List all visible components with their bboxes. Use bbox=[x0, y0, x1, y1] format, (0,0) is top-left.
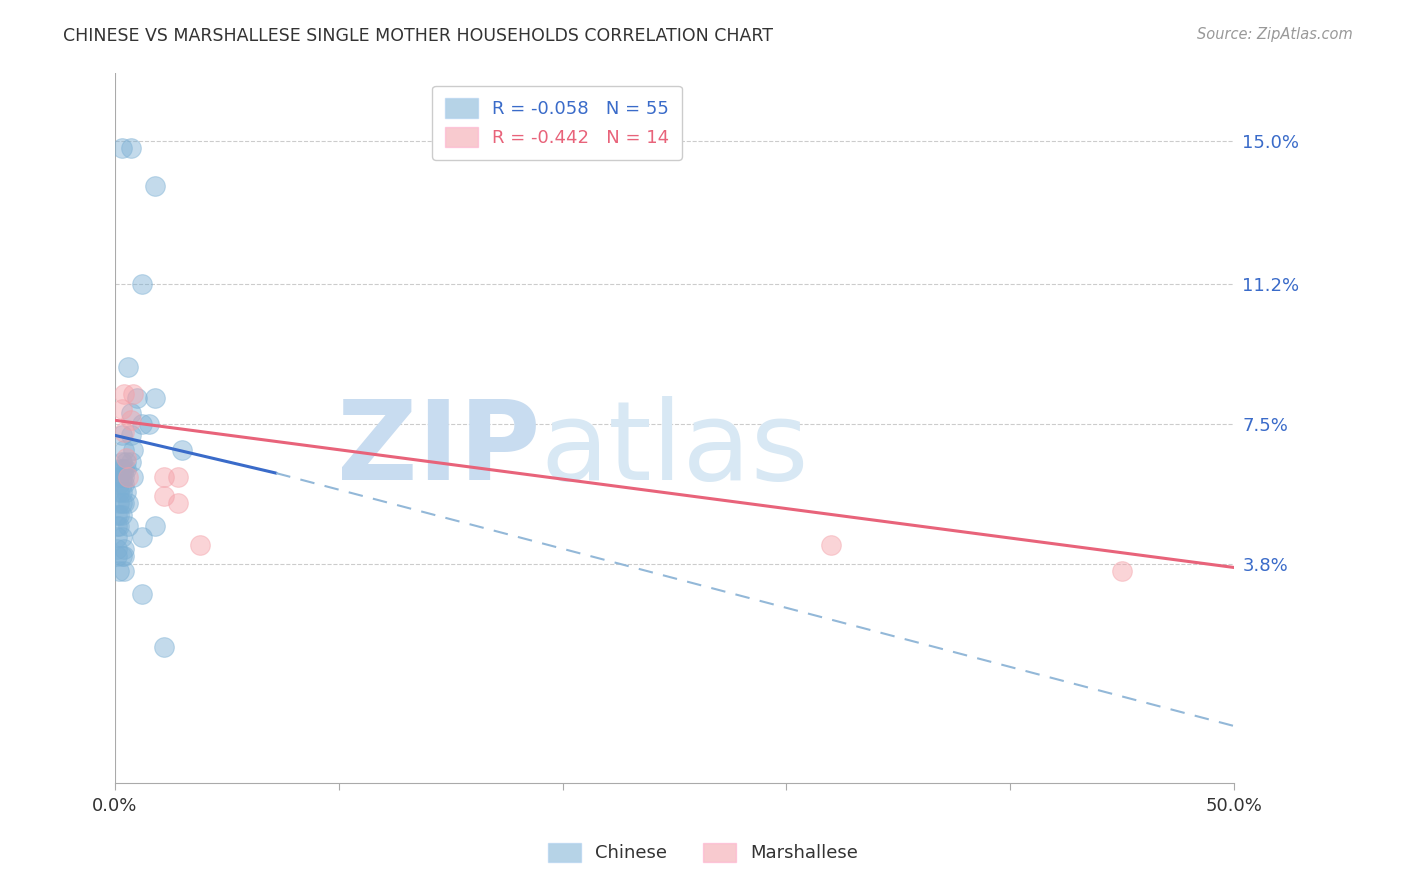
Point bbox=[112, 387, 135, 401]
Point bbox=[153, 489, 176, 503]
Point bbox=[115, 450, 138, 465]
Point bbox=[117, 519, 139, 533]
Point bbox=[111, 462, 134, 476]
Point bbox=[120, 406, 142, 420]
Point bbox=[112, 564, 135, 578]
Point bbox=[111, 428, 134, 442]
Point bbox=[112, 477, 135, 491]
Point bbox=[112, 541, 135, 556]
Point bbox=[111, 477, 134, 491]
Point bbox=[112, 425, 135, 439]
Point bbox=[122, 387, 145, 401]
Point bbox=[111, 141, 134, 155]
Text: CHINESE VS MARSHALLESE SINGLE MOTHER HOUSEHOLDS CORRELATION CHART: CHINESE VS MARSHALLESE SINGLE MOTHER HOU… bbox=[63, 27, 773, 45]
Text: atlas: atlas bbox=[540, 396, 808, 502]
Text: Source: ZipAtlas.com: Source: ZipAtlas.com bbox=[1197, 27, 1353, 42]
Point bbox=[108, 519, 131, 533]
Point bbox=[108, 508, 131, 522]
Point bbox=[143, 519, 166, 533]
Point bbox=[112, 443, 135, 458]
Point bbox=[105, 530, 128, 544]
Point bbox=[108, 470, 131, 484]
Point bbox=[111, 530, 134, 544]
Point bbox=[143, 179, 166, 194]
Point bbox=[188, 538, 211, 552]
Point bbox=[108, 564, 131, 578]
Point bbox=[131, 530, 153, 544]
Point bbox=[143, 391, 166, 405]
Point bbox=[122, 443, 145, 458]
Point bbox=[131, 277, 153, 292]
Text: ZIP: ZIP bbox=[337, 396, 540, 502]
Point bbox=[112, 549, 135, 564]
Point bbox=[105, 519, 128, 533]
Point bbox=[111, 455, 134, 469]
Point bbox=[166, 470, 188, 484]
Point bbox=[105, 508, 128, 522]
Legend: R = -0.058   N = 55, R = -0.442   N = 14: R = -0.058 N = 55, R = -0.442 N = 14 bbox=[433, 86, 682, 160]
Point bbox=[120, 141, 142, 155]
Point bbox=[120, 428, 142, 442]
Legend: Chinese, Marshallese: Chinese, Marshallese bbox=[541, 836, 865, 870]
Point bbox=[111, 496, 134, 510]
Point bbox=[138, 417, 160, 431]
Point bbox=[115, 455, 138, 469]
Point bbox=[1111, 564, 1133, 578]
Point bbox=[111, 401, 134, 416]
Point bbox=[108, 477, 131, 491]
Point bbox=[172, 443, 194, 458]
Point bbox=[108, 485, 131, 500]
Point bbox=[111, 549, 134, 564]
Point bbox=[127, 391, 149, 405]
Point bbox=[105, 549, 128, 564]
Point bbox=[117, 470, 139, 484]
Point bbox=[115, 485, 138, 500]
Point bbox=[120, 413, 142, 427]
Point bbox=[820, 538, 842, 552]
Point bbox=[108, 496, 131, 510]
Point bbox=[111, 508, 134, 522]
Point bbox=[131, 417, 153, 431]
Point bbox=[112, 496, 135, 510]
Point bbox=[111, 485, 134, 500]
Point bbox=[153, 470, 176, 484]
Point bbox=[111, 470, 134, 484]
Point bbox=[115, 462, 138, 476]
Point bbox=[112, 462, 135, 476]
Point bbox=[117, 496, 139, 510]
Point bbox=[117, 360, 139, 375]
Point bbox=[122, 470, 145, 484]
Point bbox=[112, 470, 135, 484]
Point bbox=[105, 541, 128, 556]
Point bbox=[131, 587, 153, 601]
Point bbox=[153, 640, 176, 654]
Point bbox=[108, 462, 131, 476]
Point bbox=[120, 455, 142, 469]
Point bbox=[166, 496, 188, 510]
